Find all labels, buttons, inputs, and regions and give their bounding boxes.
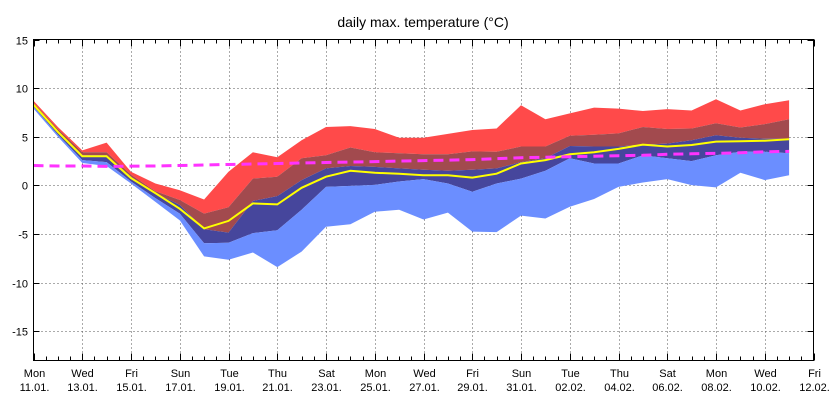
x-tick-weekday: Thu (268, 368, 287, 380)
y-tick-label: 10 (16, 84, 28, 96)
y-tick-label: 5 (22, 133, 28, 145)
x-tick-date: 04.02. (604, 382, 635, 394)
x-tick-date: 17.01. (165, 382, 196, 394)
x-tick-date: 31.01. (506, 382, 537, 394)
x-tick-weekday: Fri (466, 368, 479, 380)
x-tick-date: 08.02. (701, 382, 732, 394)
x-tick-date: 13.01. (67, 382, 98, 394)
x-tick-weekday: Mon (706, 368, 727, 380)
x-tick-weekday: Wed (71, 368, 93, 380)
x-tick-weekday: Sat (318, 368, 335, 380)
axes (33, 39, 815, 361)
x-tick-date: 25.01. (360, 382, 391, 394)
y-tick-label: 15 (16, 36, 28, 48)
x-tick-weekday: Mon (365, 368, 386, 380)
chart-title: daily max. temperature (°C) (337, 14, 508, 30)
x-tick-date: 29.01. (457, 382, 488, 394)
y-tick-labels: 15 10 5 0 -5 -10 -15 (12, 36, 28, 339)
y-tick-label: -15 (12, 327, 28, 339)
x-tick-weekday: Wed (754, 368, 776, 380)
x-tick-weekday: Sun (512, 368, 532, 380)
y-tick-label: -5 (18, 230, 28, 242)
x-tick-weekday: Sun (171, 368, 191, 380)
x-tick-weekday: Thu (610, 368, 629, 380)
climate-line-climate (33, 149, 790, 168)
x-tick-weekday: Tue (561, 368, 580, 380)
band-median-to-q3 (33, 102, 790, 233)
band-q3-to-max (33, 99, 790, 214)
x-tick-date: 21.01. (262, 382, 293, 394)
x-tick-weekday: Wed (413, 368, 435, 380)
x-tick-date: 06.02. (652, 382, 683, 394)
band-min-to-q1 (33, 106, 790, 268)
x-tick-date: 19.01. (214, 382, 245, 394)
x-tick-date: 10.02. (750, 382, 781, 394)
x-tick-weekday: Mon (24, 368, 45, 380)
x-tick-weekday: Fri (808, 368, 821, 380)
plot-frame (33, 39, 814, 361)
x-tick-date: 15.01. (116, 382, 147, 394)
x-tick-weekday: Sat (659, 368, 676, 380)
y-tick-label: -10 (12, 279, 28, 291)
x-tick-weekday: Tue (220, 368, 239, 380)
series-lines (32, 104, 790, 230)
x-tick-date: 11.01. (20, 382, 50, 394)
x-tick-date: 12.02. (799, 382, 830, 394)
x-tick-date: 27.01. (409, 382, 440, 394)
x-tick-date: 23.01. (311, 382, 342, 394)
x-tick-labels: Mon 11.01. Wed 13.01. Fri 15.01. Sun 17.01. Tue 1… (20, 368, 830, 394)
ensemble-bands (33, 99, 790, 268)
x-tick-date: 02.02. (555, 382, 586, 394)
x-tick-weekday: Fri (125, 368, 138, 380)
y-tick-label: 0 (22, 181, 28, 193)
forecast-line-forecast (32, 104, 790, 230)
